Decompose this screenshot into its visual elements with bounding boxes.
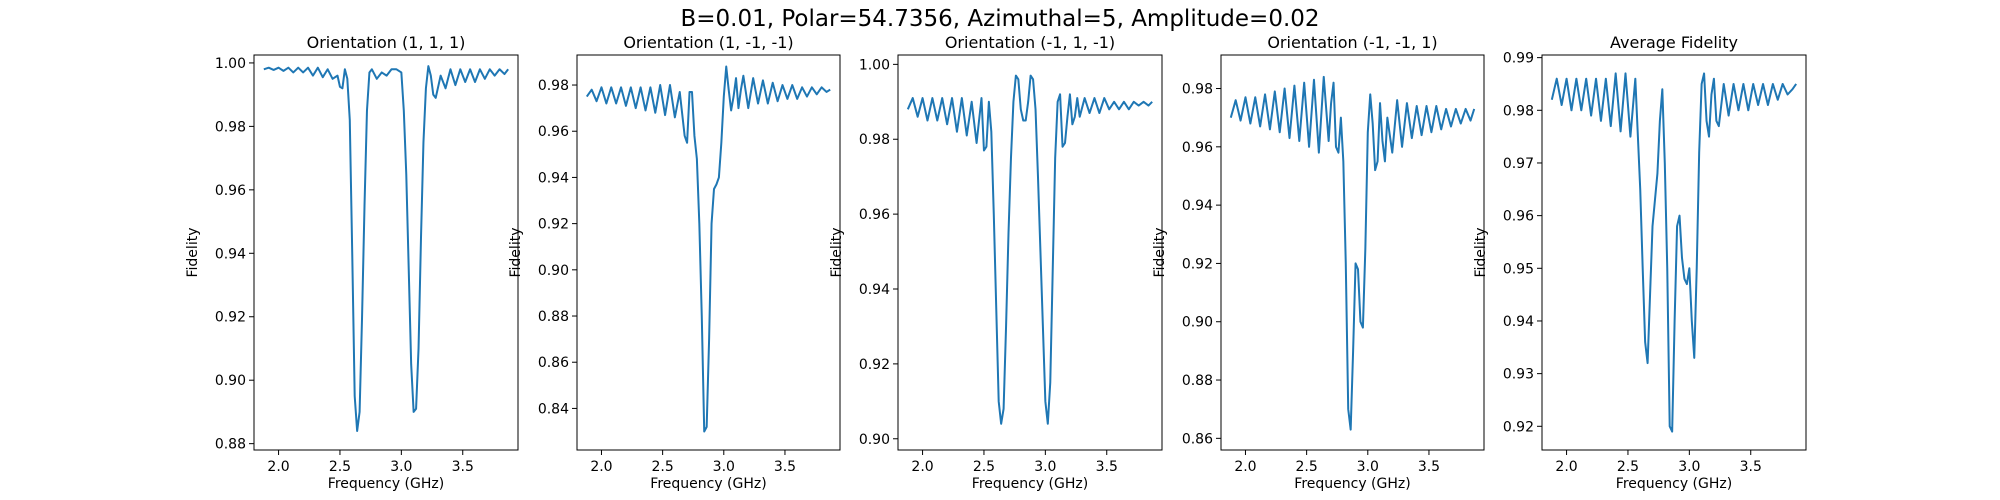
y-tick-label: 0.92: [215, 310, 246, 326]
subplot-title: Orientation (1, -1, -1): [623, 33, 793, 52]
x-tick-label: 3.0: [390, 459, 412, 475]
y-tick-label: 0.97: [1503, 156, 1534, 172]
axes-frame: [1541, 54, 1807, 451]
x-tick-label: 2.5: [1617, 459, 1639, 475]
y-axis-label: Fidelity: [1473, 228, 1489, 278]
x-tick-label: 3.5: [452, 459, 474, 475]
x-axis-label: Frequency (GHz): [1616, 476, 1732, 492]
y-tick-label: 0.96: [859, 207, 890, 223]
y-axis-label: Fidelity: [185, 228, 201, 278]
y-tick-label: 0.98: [538, 78, 569, 94]
x-tick-label: 2.5: [1295, 459, 1317, 475]
x-tick-label: 2.5: [973, 459, 995, 475]
y-tick-label: 0.92: [1503, 419, 1534, 435]
y-tick-label: 0.95: [1503, 261, 1534, 277]
y-tick-label: 0.90: [215, 373, 246, 389]
y-tick-label: 0.99: [1503, 51, 1534, 67]
y-tick-label: 0.92: [1182, 256, 1213, 272]
x-tick-label: 3.0: [1357, 459, 1379, 475]
x-tick-label: 2.0: [911, 459, 933, 475]
subplot-title: Average Fidelity: [1610, 33, 1738, 52]
y-tick-label: 0.84: [538, 401, 569, 417]
y-tick-label: 0.98: [859, 132, 890, 148]
y-tick-label: 0.94: [215, 246, 246, 262]
axes-frame: [1220, 54, 1485, 451]
y-tick-label: 0.98: [215, 119, 246, 135]
y-tick-label: 0.90: [1182, 315, 1213, 331]
y-axis-label: Fidelity: [508, 228, 524, 278]
series-line-1: [1550, 72, 1797, 433]
figure-title: B=0.01, Polar=54.7356, Azimuthal=5, Ampl…: [680, 6, 1320, 32]
x-tick-label: 2.0: [590, 459, 612, 475]
y-tick-label: 0.86: [1182, 431, 1213, 447]
x-tick-label: 2.0: [1234, 459, 1256, 475]
series-line-1: [906, 74, 1153, 425]
y-tick-label: 0.86: [538, 355, 569, 371]
y-axis-label: Fidelity: [1152, 228, 1168, 278]
axes-frame: [576, 54, 841, 451]
y-tick-label: 0.96: [215, 183, 246, 199]
subplot-title: Orientation (1, 1, 1): [307, 33, 466, 52]
series-line-1: [263, 65, 509, 432]
series-line-1: [585, 65, 831, 433]
subplot-2: 2.0 2.5 3.0 3.5 0.84 0.86 0.88 0.90 0.92 0.94 0.96…: [508, 33, 841, 492]
subplot-title: Orientation (-1, 1, -1): [945, 33, 1115, 52]
x-tick-label: 2.0: [267, 459, 289, 475]
axes-frame: [897, 54, 1163, 451]
y-tick-label: 0.96: [1503, 209, 1534, 225]
x-tick-label: 2.5: [329, 459, 351, 475]
x-tick-label: 2.5: [651, 459, 673, 475]
subplot-5: 2.0 2.5 3.0 3.5 0.92 0.93 0.94 0.95 0.96 0.97 0.98…: [1473, 33, 1807, 492]
y-tick-label: 0.88: [215, 437, 246, 453]
subplot-3: 2.0 2.5 3.0 3.5 0.90 0.92 0.94 0.96 0.98 1.00 Orie…: [829, 33, 1163, 492]
y-tick-label: 0.94: [1182, 198, 1213, 214]
y-tick-label: 0.94: [859, 282, 890, 298]
x-tick-label: 3.5: [1096, 459, 1118, 475]
x-axis-label: Frequency (GHz): [1294, 476, 1410, 492]
subplot-title: Orientation (-1, -1, 1): [1267, 33, 1437, 52]
y-tick-label: 0.88: [538, 309, 569, 325]
y-tick-label: 1.00: [215, 56, 246, 72]
x-tick-label: 3.0: [1034, 459, 1056, 475]
x-tick-label: 3.0: [713, 459, 735, 475]
y-tick-label: 0.98: [1503, 103, 1534, 119]
y-tick-label: 0.93: [1503, 367, 1534, 383]
x-tick-label: 3.5: [1740, 459, 1762, 475]
y-tick-label: 0.96: [1182, 140, 1213, 156]
y-tick-label: 0.94: [1503, 314, 1534, 330]
y-tick-label: 0.92: [538, 217, 569, 233]
y-tick-label: 0.90: [859, 432, 890, 448]
x-tick-label: 3.5: [1418, 459, 1440, 475]
x-axis-label: Frequency (GHz): [972, 476, 1088, 492]
y-axis-label: Fidelity: [829, 228, 845, 278]
x-tick-label: 2.0: [1555, 459, 1577, 475]
y-tick-label: 0.94: [538, 170, 569, 186]
y-tick-label: 0.92: [859, 357, 890, 373]
y-tick-label: 0.96: [538, 124, 569, 140]
y-tick-label: 1.00: [859, 57, 890, 73]
series-line-1: [1229, 75, 1476, 431]
subplot-1: 2.0 2.5 3.0 3.5 0.88 0.90 0.92 0.94 0.96 0.98 1.00…: [185, 33, 519, 492]
y-tick-label: 0.88: [1182, 373, 1213, 389]
subplot-4: 2.0 2.5 3.0 3.5 0.86 0.88 0.90 0.92 0.94 0.96 0.98…: [1152, 33, 1485, 492]
y-tick-label: 0.90: [538, 263, 569, 279]
x-tick-label: 3.0: [1678, 459, 1700, 475]
x-tick-label: 3.5: [774, 459, 796, 475]
x-axis-label: Frequency (GHz): [650, 476, 766, 492]
x-axis-label: Frequency (GHz): [328, 476, 444, 492]
axes-frame: [253, 54, 519, 451]
y-tick-label: 0.98: [1182, 82, 1213, 98]
